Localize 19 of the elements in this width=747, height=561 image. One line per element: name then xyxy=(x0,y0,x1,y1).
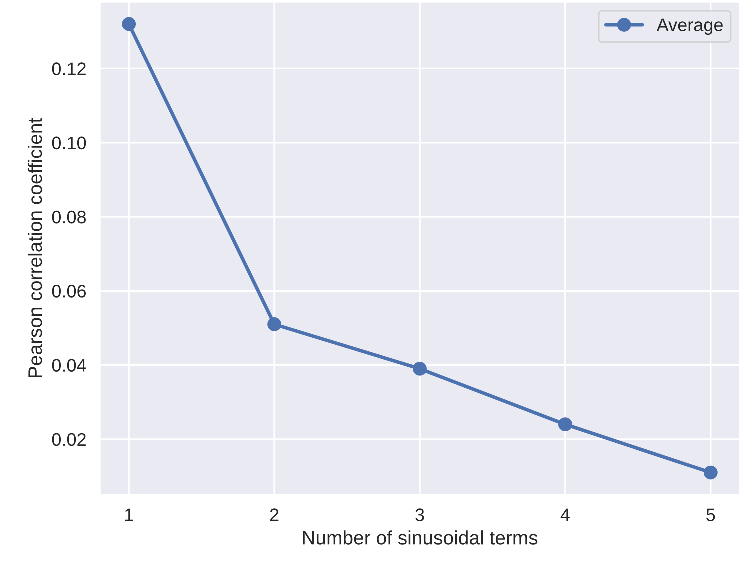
y-tick-label: 0.12 xyxy=(52,62,86,76)
y-axis-title: Pearson correlation coefficient xyxy=(28,118,42,378)
x-tick-label: 2 xyxy=(270,508,279,522)
x-tick-label: 3 xyxy=(416,508,424,522)
point xyxy=(413,362,427,376)
y-tick-label: 0.08 xyxy=(52,210,86,224)
y-tick-label: 0.02 xyxy=(52,433,86,446)
y-tick-label: 0.04 xyxy=(52,359,86,372)
x-tick-label: 4 xyxy=(560,508,570,522)
x-tick-label: 5 xyxy=(706,508,716,522)
legend-label: Average xyxy=(656,18,723,36)
x-axis-title: Number of sinusoidal terms xyxy=(303,530,538,545)
point xyxy=(704,466,718,480)
point xyxy=(558,418,572,432)
x-tick-label: 1 xyxy=(125,508,134,522)
point xyxy=(268,318,282,332)
y-tick-label: 0.06 xyxy=(52,285,86,298)
y-tick-label: 0.10 xyxy=(52,136,86,150)
point xyxy=(122,17,136,32)
